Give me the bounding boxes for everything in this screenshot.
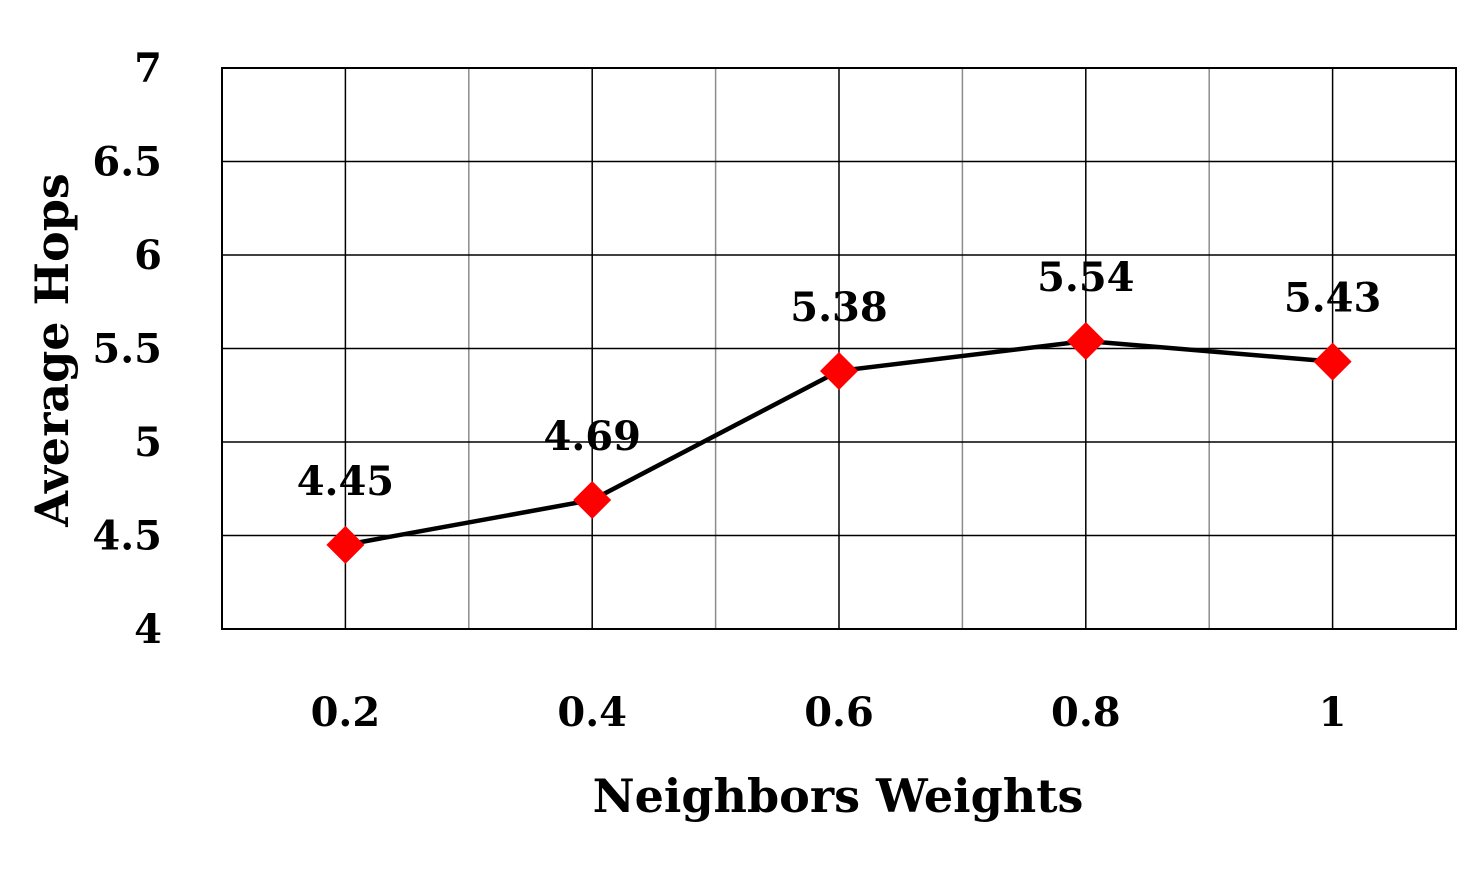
x-tick-label: 0.6 <box>804 689 874 736</box>
y-tick-label: 6 <box>134 232 162 279</box>
x-axis-ticks: 0.2 0.4 0.6 0.8 1 <box>311 689 1347 736</box>
data-label: 4.45 <box>297 458 394 505</box>
y-tick-label: 4 <box>134 606 162 653</box>
diamond-marker <box>573 480 612 519</box>
y-tick-label: 5 <box>134 419 162 466</box>
x-tick-label: 1 <box>1319 689 1347 736</box>
y-tick-label: 7 <box>134 45 162 92</box>
data-markers <box>326 322 1352 564</box>
y-tick-label: 4.5 <box>92 513 162 560</box>
diamond-marker <box>1066 322 1105 361</box>
plot-area-border <box>221 67 1457 630</box>
diamond-marker <box>820 351 858 390</box>
y-axis-title: Average Hops <box>25 173 79 528</box>
y-axis-ticks: 4 4.5 5 5.5 6 6.5 7 <box>92 45 162 653</box>
plot-border <box>221 67 1457 630</box>
data-label: 4.69 <box>543 413 640 460</box>
diamond-marker <box>326 525 365 564</box>
x-axis-title: Neighbors Weights <box>593 769 1084 823</box>
x-tick-label: 0.8 <box>1051 689 1121 736</box>
x-tick-label: 0.4 <box>557 689 627 736</box>
grid-lines <box>222 68 1456 629</box>
y-tick-label: 6.5 <box>92 139 162 186</box>
y-tick-label: 5.5 <box>92 326 162 373</box>
data-label: 5.43 <box>1284 275 1381 322</box>
x-tick-label: 0.2 <box>311 689 381 736</box>
diamond-marker <box>1313 342 1352 381</box>
data-labels: 4.45 4.69 5.38 5.54 5.43 <box>297 254 1382 505</box>
data-label: 5.54 <box>1037 254 1134 301</box>
data-label: 5.38 <box>790 284 887 331</box>
